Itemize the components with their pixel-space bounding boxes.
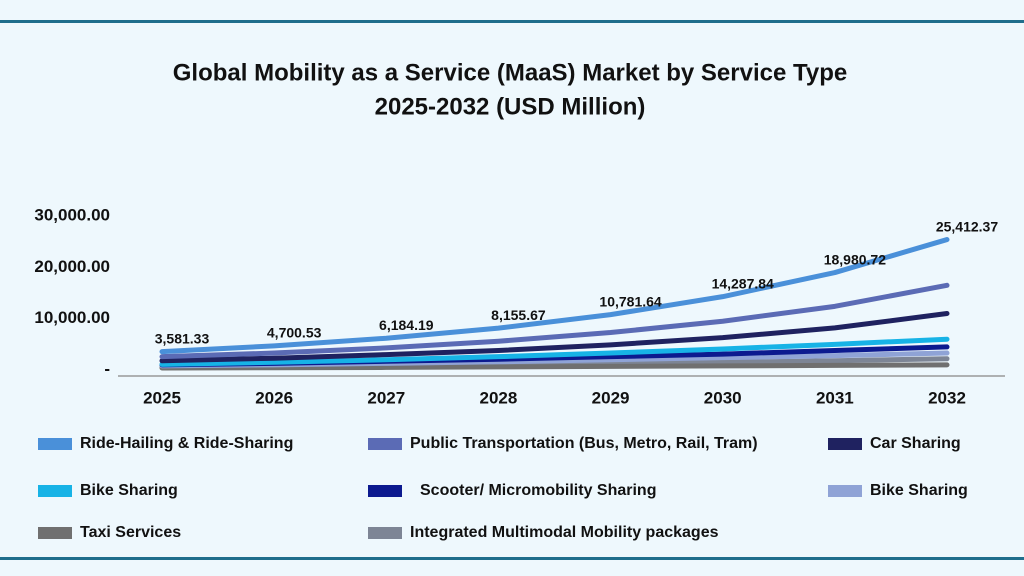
x-tick-label: 2027: [367, 388, 405, 407]
legend-swatch: [828, 485, 862, 497]
legend-label: Scooter/ Micromobility Sharing: [420, 482, 656, 499]
legend-label: Public Transportation (Bus, Metro, Rail,…: [410, 435, 758, 452]
chart-title: Global Mobility as a Service (MaaS) Mark…: [173, 59, 847, 86]
y-tick-label: 30,000.00: [34, 205, 110, 224]
data-label: 25,412.37: [936, 218, 998, 234]
legend-swatch: [38, 438, 72, 450]
legend-label: Bike Sharing: [870, 482, 968, 499]
bottom-border: [0, 557, 1024, 560]
legend-label: Bike Sharing: [80, 482, 178, 499]
legend-label: Ride-Hailing & Ride-Sharing: [80, 435, 293, 452]
data-label: 14,287.84: [712, 275, 774, 291]
series-line: [159, 336, 950, 367]
legend-label: Taxi Services: [80, 524, 181, 541]
legend-label: Integrated Multimodal Mobility packages: [410, 524, 719, 541]
legend-swatch: [38, 527, 72, 539]
x-tick-label: 2025: [143, 388, 181, 407]
series-line: [159, 237, 950, 355]
x-tick-label: 2030: [704, 388, 742, 407]
x-tick-label: 2032: [928, 388, 966, 407]
data-label: 8,155.67: [491, 307, 546, 323]
data-label: 10,781.64: [599, 293, 661, 309]
y-tick-label: -: [104, 359, 110, 378]
legend-swatch: [368, 485, 402, 497]
x-tick-label: 2029: [592, 388, 630, 407]
data-label: 6,184.19: [379, 317, 434, 333]
legend-swatch: [368, 438, 402, 450]
legend-swatch: [38, 485, 72, 497]
legend-swatch: [828, 438, 862, 450]
series-line: [159, 282, 950, 360]
chart-title: 2025-2032 (USD Million): [375, 93, 646, 120]
x-tick-label: 2028: [480, 388, 518, 407]
y-tick-label: 10,000.00: [34, 308, 110, 327]
series-line: [159, 311, 950, 364]
data-label: 18,980.72: [824, 251, 886, 267]
top-border: [0, 20, 1024, 23]
legend-label: Car Sharing: [870, 435, 961, 452]
legend-swatch: [368, 527, 402, 539]
x-tick-label: 2026: [255, 388, 293, 407]
data-label: 4,700.53: [267, 325, 322, 341]
data-label: 3,581.33: [155, 330, 210, 346]
y-tick-label: 20,000.00: [34, 257, 110, 276]
x-tick-label: 2031: [816, 388, 854, 407]
series-line: [159, 362, 950, 371]
